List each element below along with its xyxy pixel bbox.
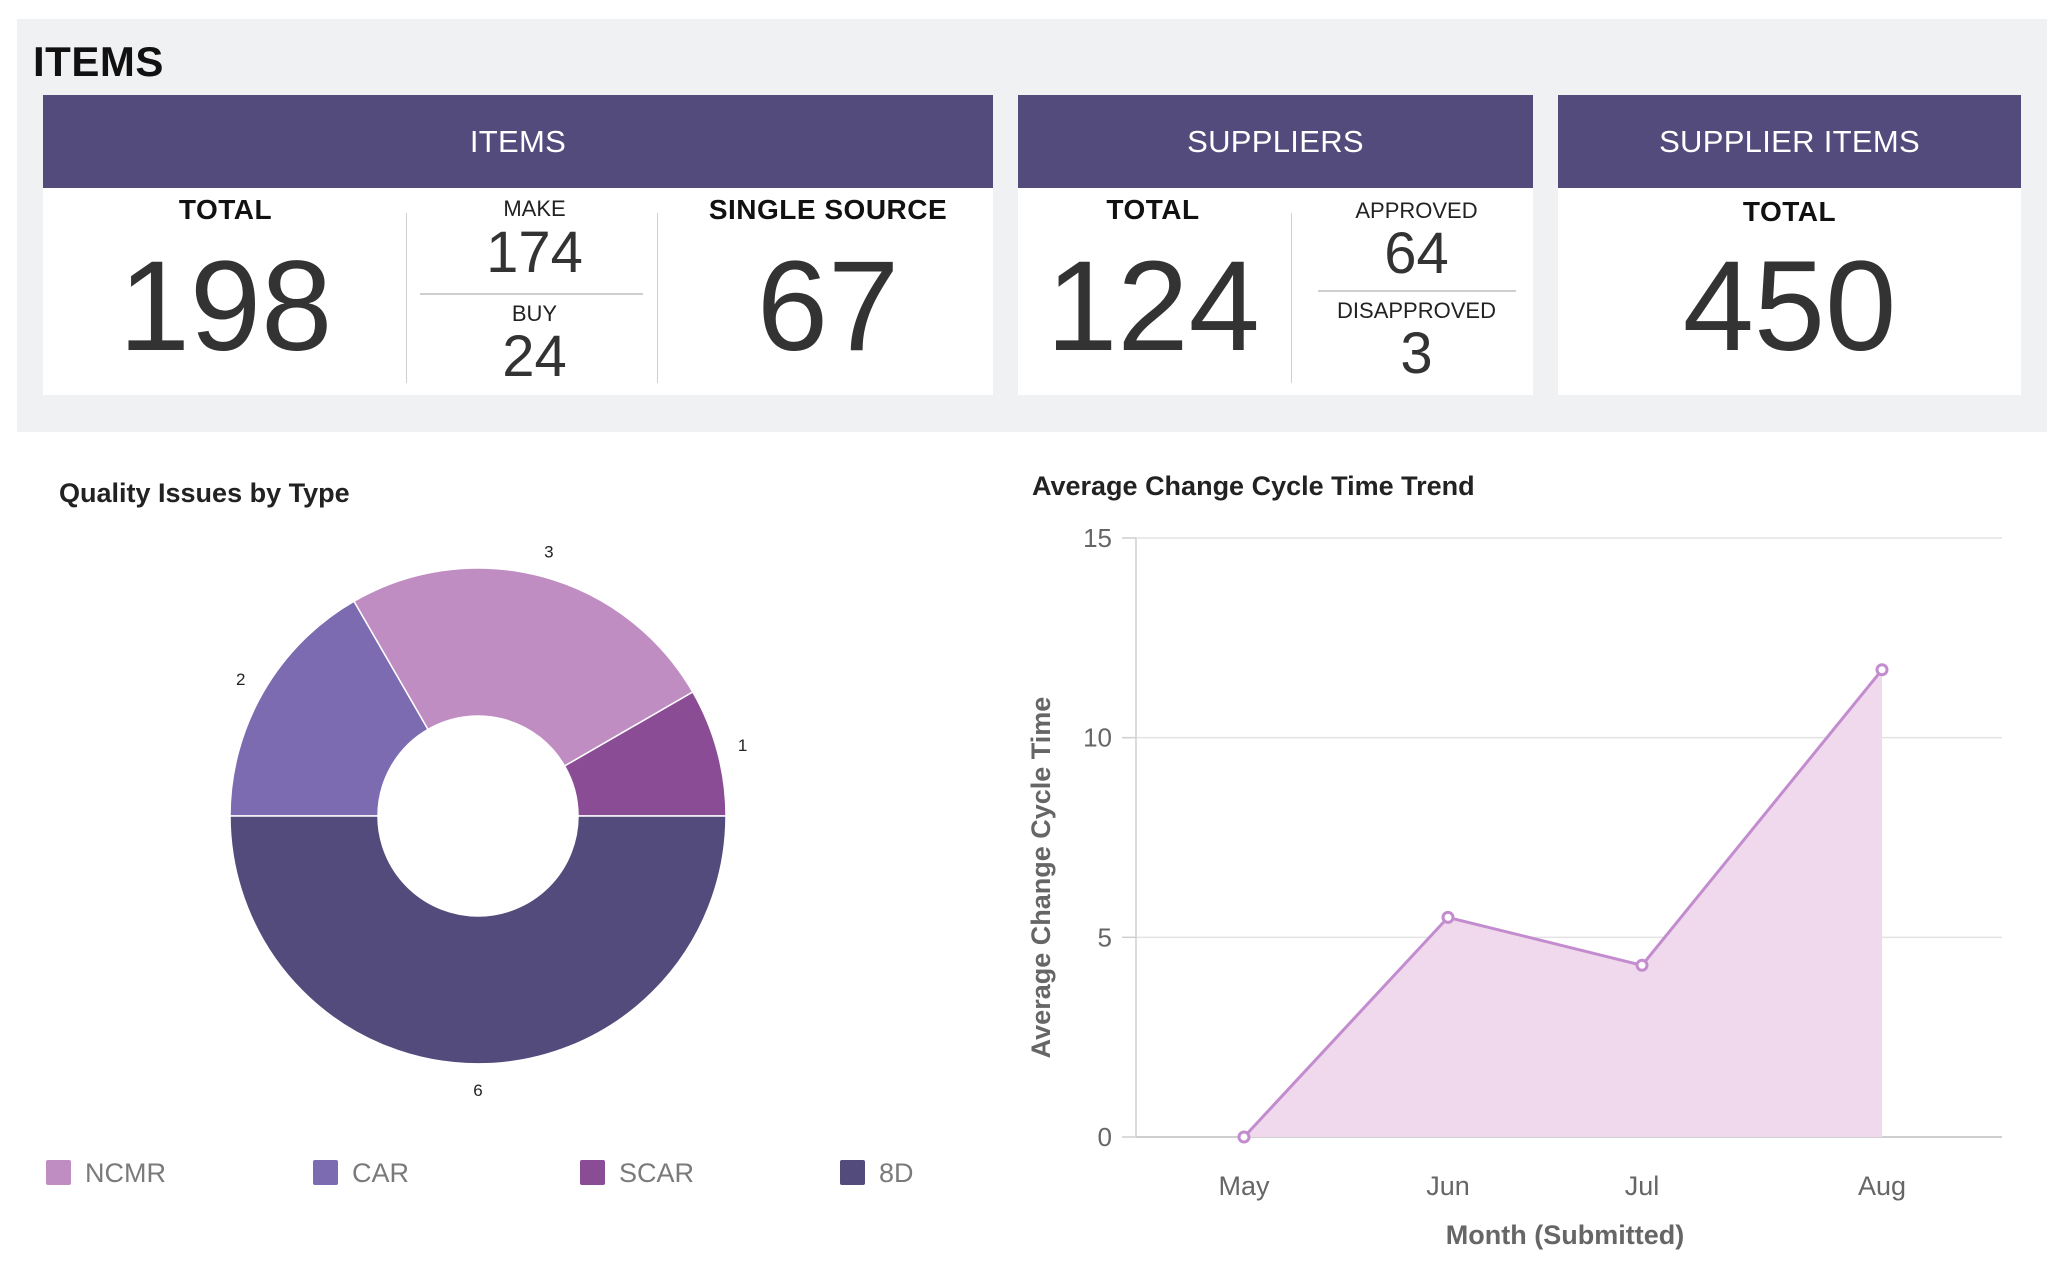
legend-label: NCMR <box>85 1158 166 1188</box>
suppliers-approved-value: 64 <box>1384 221 1449 286</box>
divider <box>420 293 643 295</box>
divider <box>657 213 658 383</box>
supplier-items-card-body: TOTAL 450 <box>1558 188 2021 395</box>
suppliers-card-body: TOTAL 124 APPROVED 64 DISAPPROVED 3 <box>1018 188 1533 395</box>
items-single-source-value: 67 <box>756 235 900 378</box>
suppliers-total-label: TOTAL <box>1106 194 1200 225</box>
divider <box>1318 290 1516 292</box>
pie-data-label: 1 <box>738 736 747 755</box>
data-point-may[interactable] <box>1237 1130 1251 1144</box>
supplier-items-total-label: TOTAL <box>1742 196 1837 227</box>
divider <box>1291 213 1292 383</box>
items-buy-label: BUY <box>511 301 558 326</box>
items-total-label: TOTAL <box>178 194 273 225</box>
suppliers-approved-label: APPROVED <box>1355 198 1478 223</box>
pie-slice-car[interactable] <box>229 600 430 817</box>
legend-label: 8D <box>879 1158 914 1188</box>
supplier-items-total-value: 450 <box>1682 235 1897 378</box>
x-tick-label: Jul <box>1625 1171 1660 1201</box>
supplier-items-card: SUPPLIER ITEMS TOTAL 450 <box>1558 95 2021 395</box>
items-single-source-label: SINGLE SOURCE <box>708 194 948 225</box>
y-tick-label: 15 <box>1083 523 1112 553</box>
legend-label: SCAR <box>619 1158 694 1188</box>
suppliers-card-header: SUPPLIERS <box>1018 95 1533 188</box>
items-card-body: TOTAL 198 MAKE 174 BUY 24 SINGLE SOURCE … <box>43 188 993 395</box>
items-buy-value: 24 <box>502 324 567 389</box>
divider <box>406 213 407 383</box>
legend-label: CAR <box>352 1158 409 1188</box>
items-make-value: 174 <box>486 220 583 285</box>
line-chart-title: Average Change Cycle Time Trend <box>1032 471 1475 501</box>
legend-item-8d[interactable]: 8D <box>840 1158 914 1188</box>
y-tick-label: 10 <box>1083 723 1112 753</box>
legend-swatch <box>580 1160 605 1185</box>
items-card-header: ITEMS <box>43 95 993 188</box>
x-tick-label: Aug <box>1858 1171 1906 1201</box>
pie-chart-title: Quality Issues by Type <box>59 478 350 508</box>
items-make-label: MAKE <box>503 196 566 221</box>
supplier-items-card-header: SUPPLIER ITEMS <box>1558 95 2021 188</box>
pie-slice-8d[interactable] <box>229 815 727 1065</box>
data-point-jun[interactable] <box>1441 910 1455 924</box>
area-fill <box>1244 669 1882 1137</box>
legend-swatch <box>46 1160 71 1185</box>
items-total-value: 198 <box>118 235 333 378</box>
suppliers-disapproved-value: 3 <box>1400 321 1433 386</box>
suppliers-total-value: 124 <box>1046 235 1260 378</box>
items-card: ITEMS TOTAL 198 MAKE 174 BUY 24 SINGLE S… <box>43 95 993 395</box>
legend-swatch <box>840 1160 865 1185</box>
y-tick-label: 5 <box>1098 922 1112 952</box>
page-title: ITEMS <box>33 38 164 85</box>
data-point-aug[interactable] <box>1875 663 1889 677</box>
pie-data-label: 6 <box>473 1081 482 1100</box>
suppliers-card: SUPPLIERS TOTAL 124 APPROVED 64 DISAPPRO… <box>1018 95 1533 395</box>
x-tick-label: Jun <box>1426 1171 1470 1201</box>
x-axis-label: Month (Submitted) <box>1446 1220 1684 1250</box>
legend-item-scar[interactable]: SCAR <box>580 1158 694 1188</box>
legend-item-ncmr[interactable]: NCMR <box>46 1158 166 1188</box>
pie-data-label: 2 <box>236 670 245 689</box>
legend-item-car[interactable]: CAR <box>313 1158 409 1188</box>
data-point-jul[interactable] <box>1635 958 1649 972</box>
legend-swatch <box>313 1160 338 1185</box>
y-tick-label: 0 <box>1098 1122 1112 1152</box>
pie-slice-ncmr[interactable] <box>352 567 694 768</box>
y-axis-label: Average Change Cycle Time <box>1026 697 1056 1059</box>
series-line <box>1242 668 1884 1139</box>
pie-chart: 2 3 1 6 NCMR CAR SCAR 8D <box>46 542 914 1188</box>
suppliers-disapproved-label: DISAPPROVED <box>1337 298 1496 323</box>
line-chart: 0 5 10 15 May Jun Jul Aug Month (Submitted) Avera… <box>1026 523 2002 1250</box>
x-tick-label: May <box>1218 1171 1270 1201</box>
pie-data-label: 3 <box>544 542 553 561</box>
